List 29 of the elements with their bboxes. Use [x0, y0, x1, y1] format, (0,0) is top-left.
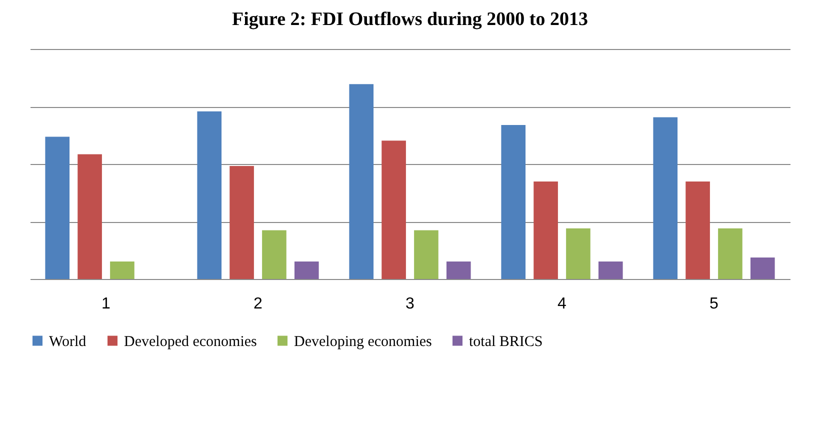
legend-label: World — [49, 334, 87, 350]
bar — [750, 258, 775, 279]
bar — [382, 140, 406, 279]
x-tick-label: 5 — [710, 296, 719, 312]
bar — [349, 84, 374, 279]
legend-label: Developed economies — [124, 334, 258, 350]
bar — [501, 125, 526, 279]
x-tick-label: 4 — [558, 296, 567, 312]
bar — [653, 117, 678, 279]
bar — [686, 182, 710, 279]
x-tick-label: 1 — [102, 296, 111, 312]
bar — [534, 182, 558, 279]
chart-title: Figure 2: FDI Outflows during 2000 to 2013 — [232, 9, 588, 30]
legend-label: Developing economies — [294, 334, 432, 350]
bar — [230, 166, 254, 279]
bar — [566, 228, 590, 279]
bar — [414, 230, 438, 279]
bar — [110, 261, 134, 279]
bar — [718, 228, 742, 279]
bar — [598, 261, 623, 279]
x-tick-label: 3 — [406, 296, 415, 312]
legend-label: total BRICS — [469, 334, 543, 350]
bar — [294, 261, 319, 279]
bar — [45, 136, 70, 279]
bar — [446, 261, 471, 279]
bar — [197, 111, 222, 279]
x-tick-label: 2 — [254, 296, 263, 312]
bar — [262, 230, 286, 279]
bar — [78, 154, 102, 279]
